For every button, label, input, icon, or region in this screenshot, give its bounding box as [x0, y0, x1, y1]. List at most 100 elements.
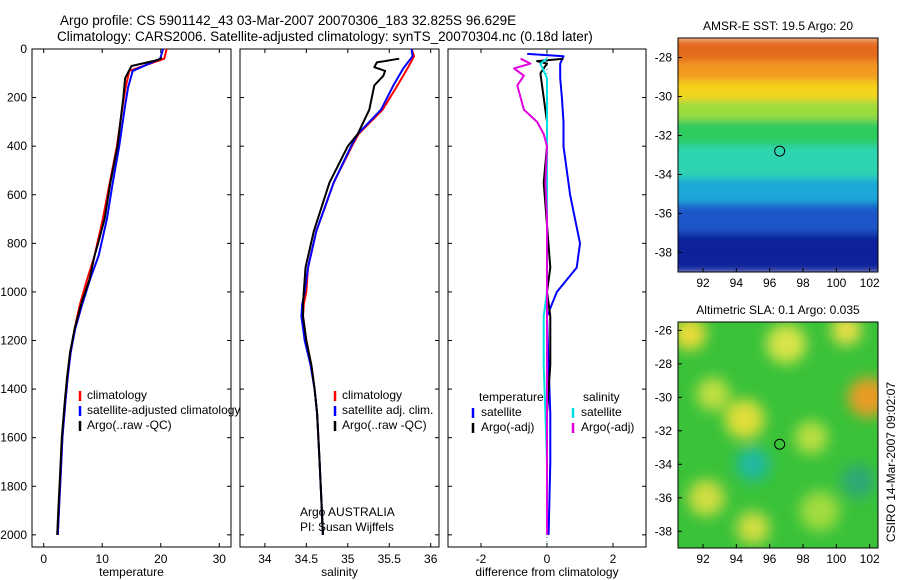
map-field: [678, 322, 878, 548]
map-blob: [736, 447, 770, 481]
map-frame: [677, 37, 879, 273]
series-line-3: [56, 56, 163, 535]
y-tick-label: 0: [20, 42, 27, 56]
y-tick-label: -26: [655, 323, 673, 337]
x-tick-label: 34.5: [295, 552, 319, 566]
map-title: Altimetric SLA: 0.1 Argo: 0.035: [696, 303, 860, 317]
map-blob: [848, 377, 878, 418]
copyright-stamp: CSIRO 14-Mar-2007 09:02:07: [884, 381, 898, 542]
x-axis-label: salinity: [321, 565, 358, 579]
annotation-text: Argo AUSTRALIA: [300, 505, 395, 519]
x-tick-label: 96: [763, 276, 777, 290]
map-band: [678, 178, 878, 205]
y-tick-label: -28: [655, 357, 673, 371]
x-tick-label: 35: [341, 552, 355, 566]
x-tick-label: 92: [696, 552, 710, 566]
x-tick-label: 94: [730, 276, 744, 290]
map-band: [678, 145, 878, 180]
x-tick-label: 98: [796, 552, 810, 566]
profile-panel-1: 0 200 400 600 800 1000 1200 1400 1600 1800 2000 0 10…: [0, 42, 240, 579]
y-tick-label: 400: [7, 139, 27, 153]
x-tick-label: 35.5: [378, 552, 402, 566]
y-tick-label: 800: [7, 236, 27, 250]
annotation-text: PI: Susan Wijffels: [300, 520, 394, 534]
map-title: AMSR-E SST: 19.5 Argo: 20: [703, 19, 853, 33]
x-tick-label: 98: [796, 276, 810, 290]
map-blob: [841, 464, 875, 498]
x-tick-label: 20: [154, 552, 168, 566]
x-axis-label: difference from climatology: [475, 565, 618, 579]
x-tick-label: 36: [424, 552, 438, 566]
y-tick-label: 600: [7, 188, 27, 202]
map-blob: [736, 511, 770, 545]
x-tick-label: 96: [763, 552, 777, 566]
profile-panel-2: 34 34.5 35 35.5 36 salinity climatologysatelli…: [239, 48, 440, 579]
y-tick-label: 1600: [0, 431, 27, 445]
y-tick-label: 200: [7, 91, 27, 105]
map-field: [678, 38, 878, 272]
profile-location-marker: [774, 438, 786, 450]
x-tick-label: 34: [258, 552, 272, 566]
sst-map-panel: 92 94 96 98 100 102 -28 -30 -32 -34 -36 -38 AMSR-E S…: [655, 19, 880, 290]
y-tick-label: -30: [655, 90, 673, 104]
x-tick-label: 2: [610, 552, 617, 566]
map-blob: [724, 399, 765, 440]
x-tick-label: 100: [826, 276, 846, 290]
x-axis-label: temperature: [99, 565, 164, 579]
legend-group-label: salinity: [583, 390, 620, 404]
y-tick-label: 2000: [0, 528, 27, 542]
map-blob: [831, 322, 862, 346]
series-line-2: [536, 57, 564, 535]
map-band: [678, 233, 878, 272]
legend-group-label: temperature: [479, 390, 544, 404]
legend-label: Argo(-adj): [481, 420, 534, 434]
map-band: [678, 38, 878, 63]
profile-location-marker: [774, 145, 786, 157]
y-tick-label: -36: [655, 207, 673, 221]
y-tick-label: -28: [655, 51, 673, 65]
map-frame: [677, 321, 879, 549]
y-tick-label: 1200: [0, 334, 27, 348]
legend-label: climatology: [87, 388, 147, 402]
y-tick-label: -34: [655, 457, 673, 471]
map-band: [678, 61, 878, 82]
x-tick-label: 102: [860, 552, 880, 566]
y-tick-label: -30: [655, 390, 673, 404]
y-tick-label: 1000: [0, 285, 27, 299]
map-blob: [766, 323, 807, 364]
y-tick-label: -34: [655, 168, 673, 182]
map-blob: [794, 420, 828, 455]
legend-label: Argo(..raw -QC): [342, 418, 427, 432]
y-tick-label: 1400: [0, 382, 27, 396]
legend-label: satellite: [481, 405, 522, 419]
y-tick-label: -38: [655, 246, 673, 260]
y-tick-label: -38: [655, 524, 673, 538]
series-line-3: [302, 57, 400, 535]
legend-label: Argo(..raw -QC): [87, 418, 172, 432]
legend-label: satellite adj. clim.: [342, 403, 433, 417]
x-tick-label: 100: [826, 552, 846, 566]
figure-title-line-1: Argo profile: CS 5901142_43 03-Mar-2007 …: [60, 13, 517, 28]
map-band: [678, 203, 878, 234]
map-blob: [688, 479, 725, 517]
map-band: [678, 119, 878, 147]
legend-label: Argo(-adj): [581, 420, 634, 434]
figure-title-line-2: Climatology: CARS2006. Satellite-adjuste…: [57, 29, 593, 44]
x-tick-label: -2: [476, 552, 487, 566]
x-tick-label: 92: [696, 276, 710, 290]
legend-label: climatology: [342, 388, 402, 402]
map-blob: [696, 377, 730, 411]
map-blob: [799, 491, 840, 532]
y-tick-label: -32: [655, 424, 673, 438]
x-tick-label: 30: [213, 552, 227, 566]
map-band: [678, 80, 878, 102]
legend-label: satellite-adjusted climatology: [87, 403, 240, 417]
x-tick-label: 94: [730, 552, 744, 566]
y-tick-label: -32: [655, 129, 673, 143]
x-tick-label: 0: [544, 552, 551, 566]
series-line-4: [513, 57, 548, 535]
plot-frame: [31, 48, 232, 548]
sla-map-panel: 92 94 96 98 100 102 -26 -28 -30 -32 -34 -36 -38 Altim…: [655, 303, 880, 566]
